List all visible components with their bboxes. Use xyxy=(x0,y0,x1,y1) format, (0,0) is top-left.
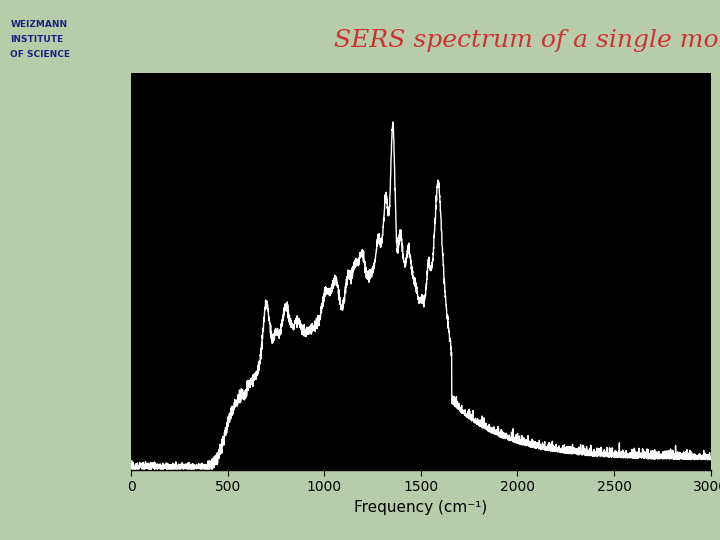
Text: SERS spectrum of a single molecule: SERS spectrum of a single molecule xyxy=(334,29,720,52)
Text: INSTITUTE: INSTITUTE xyxy=(11,35,63,44)
Text: OF SCIENCE: OF SCIENCE xyxy=(11,50,71,58)
X-axis label: Frequency (cm⁻¹): Frequency (cm⁻¹) xyxy=(354,500,487,515)
Text: WEIZMANN: WEIZMANN xyxy=(11,21,68,29)
